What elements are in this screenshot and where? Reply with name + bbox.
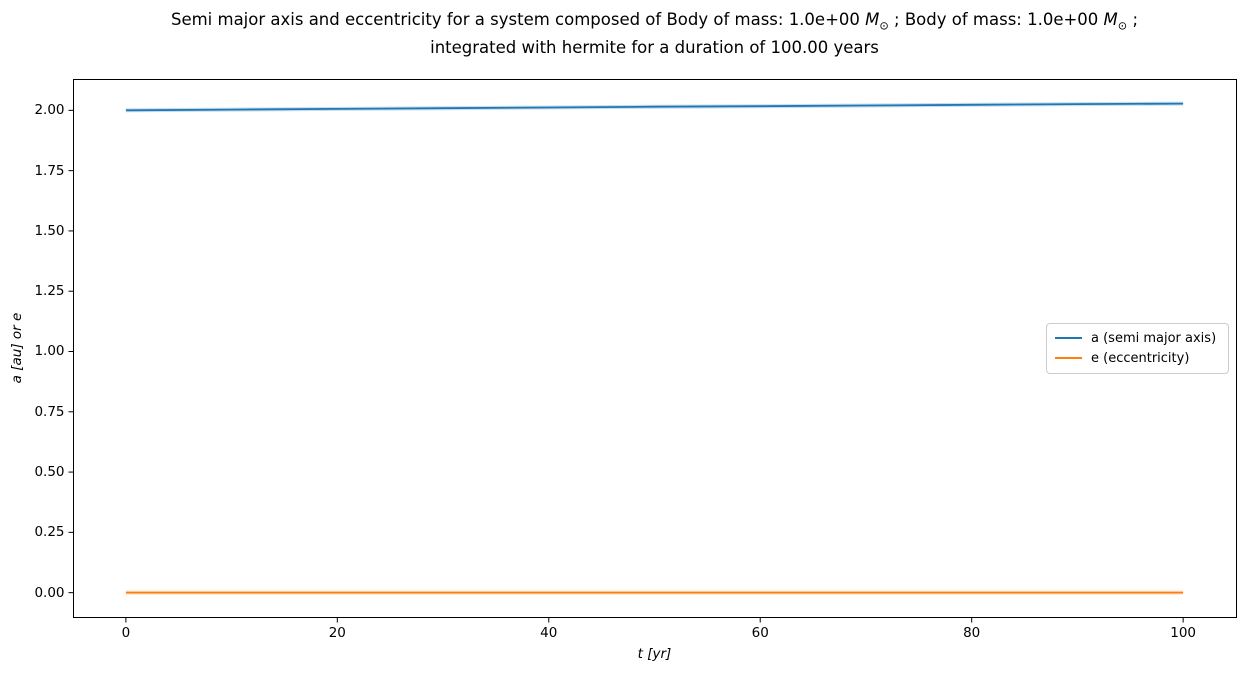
y-axis-label: a [au] or e bbox=[9, 312, 25, 384]
y-tick-label: 0.00 bbox=[34, 584, 65, 601]
mass-symbol: M bbox=[865, 10, 880, 29]
y-tick-label: 0.50 bbox=[34, 464, 65, 481]
x-tick-label: 0 bbox=[121, 625, 131, 641]
y-tick-label: 1.75 bbox=[34, 162, 65, 179]
title-text: Semi major axis and eccentricity for a s… bbox=[170, 10, 866, 29]
legend-entry-a: a (semi major axis) bbox=[1055, 328, 1218, 348]
y-tick-label: 1.00 bbox=[34, 343, 65, 360]
x-tick-label: 100 bbox=[1170, 625, 1197, 641]
plot-border bbox=[73, 79, 1237, 618]
title-text: ; Body of mass: 1.0e+00 bbox=[888, 10, 1104, 29]
chart-title-line2: integrated with hermite for a duration o… bbox=[430, 38, 879, 58]
legend-line-swatch-e bbox=[1055, 357, 1082, 359]
title-text: ; bbox=[1127, 10, 1139, 29]
y-tick-label: 1.50 bbox=[34, 222, 65, 239]
chart-title: Semi major axis and eccentricity for a s… bbox=[73, 9, 1236, 59]
y-tick-label: 0.25 bbox=[34, 524, 65, 541]
sun-symbol: ⊙ bbox=[879, 19, 889, 33]
legend-label-e: e (eccentricity) bbox=[1091, 350, 1190, 366]
chart-title-line1: Semi major axis and eccentricity for a s… bbox=[73, 9, 1236, 37]
legend-entry-e: e (eccentricity) bbox=[1055, 348, 1218, 368]
legend-line-swatch-a bbox=[1055, 337, 1082, 339]
x-axis-label: t [yr] bbox=[637, 646, 672, 662]
legend-label-a: a (semi major axis) bbox=[1091, 330, 1217, 346]
sun-symbol: ⊙ bbox=[1117, 19, 1128, 33]
mass-symbol: M bbox=[1103, 10, 1118, 29]
legend: a (semi major axis) e (eccentricity) bbox=[1046, 323, 1229, 374]
x-tick-label: 20 bbox=[328, 625, 346, 641]
x-tick-label: 40 bbox=[540, 625, 558, 641]
series-line-0 bbox=[125, 102, 1184, 112]
y-tick-label: 1.25 bbox=[34, 283, 65, 300]
y-tick-label: 0.75 bbox=[34, 403, 65, 420]
x-tick-label: 80 bbox=[963, 625, 981, 641]
y-tick-label: 2.00 bbox=[34, 102, 65, 119]
x-tick-label: 60 bbox=[751, 625, 769, 641]
